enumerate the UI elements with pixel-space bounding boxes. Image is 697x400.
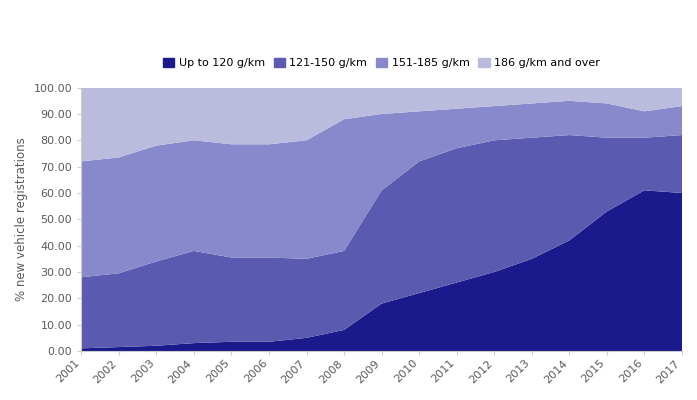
Legend: Up to 120 g/km, 121-150 g/km, 151-185 g/km, 186 g/km and over: Up to 120 g/km, 121-150 g/km, 151-185 g/… [159, 54, 604, 73]
Y-axis label: % new vehicle registrations: % new vehicle registrations [15, 138, 28, 301]
